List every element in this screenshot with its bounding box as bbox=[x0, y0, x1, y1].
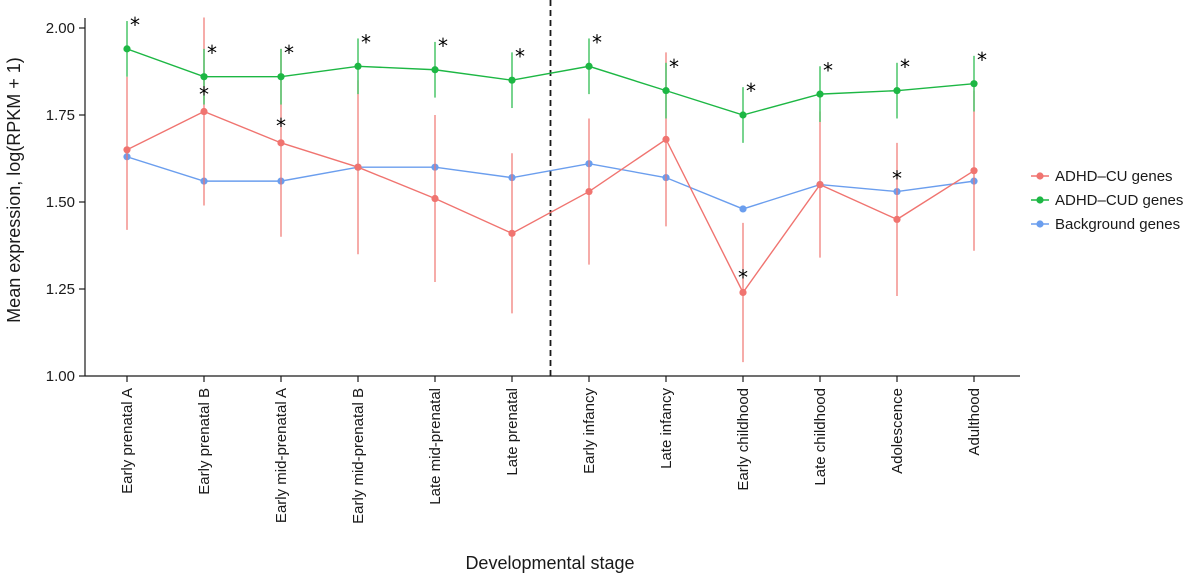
data-point bbox=[739, 205, 747, 213]
x-tick-label: Late infancy bbox=[658, 388, 675, 469]
y-axis-title: Mean expression, log(RPKM + 1) bbox=[4, 57, 24, 323]
data-point bbox=[277, 139, 285, 147]
data-point bbox=[431, 194, 439, 203]
data-point bbox=[123, 146, 131, 154]
data-point bbox=[816, 181, 824, 189]
x-tick-label: Early mid-prenatal A bbox=[273, 388, 290, 523]
legend: ADHD–CU genes ADHD–CUD genes Background ge… bbox=[1031, 168, 1183, 233]
y-axis: 1.00 1.25 1.50 1.75 2.00 bbox=[46, 18, 86, 385]
significance-star: * bbox=[515, 44, 525, 68]
series-line bbox=[126, 110, 975, 294]
data-point bbox=[893, 215, 901, 223]
data-point bbox=[508, 229, 516, 237]
significance-star: * bbox=[823, 58, 833, 82]
series-line bbox=[126, 156, 975, 210]
x-tick-label: Early prenatal B bbox=[196, 388, 213, 495]
significance-star: * bbox=[276, 114, 286, 138]
data-point bbox=[816, 90, 824, 98]
data-point bbox=[354, 62, 362, 70]
data-point bbox=[354, 163, 362, 171]
data-point bbox=[662, 87, 670, 95]
data-point bbox=[200, 107, 208, 116]
legend-label: ADHD–CU genes bbox=[1055, 168, 1173, 185]
significance-star: * bbox=[207, 41, 217, 65]
data-point bbox=[431, 66, 439, 74]
data-point bbox=[200, 73, 208, 81]
y-tick-label: 1.75 bbox=[46, 107, 75, 124]
x-axis-title: Developmental stage bbox=[465, 553, 634, 573]
significance-star: * bbox=[361, 30, 371, 54]
significance-star: * bbox=[738, 265, 748, 289]
significance-star: * bbox=[199, 83, 209, 107]
y-tick-label: 1.00 bbox=[46, 368, 75, 385]
data-point bbox=[970, 167, 978, 175]
significance-star: * bbox=[892, 166, 902, 190]
x-tick-label: Adolescence bbox=[889, 388, 906, 474]
data-point bbox=[277, 73, 285, 81]
x-tick-label: Late mid-prenatal bbox=[427, 388, 444, 505]
data-point bbox=[123, 45, 131, 53]
significance-star: * bbox=[284, 41, 294, 65]
legend-swatch-point bbox=[1036, 220, 1044, 228]
x-tick-label: Early childhood bbox=[735, 388, 752, 491]
series-1 bbox=[123, 21, 978, 143]
significance-star: * bbox=[438, 34, 448, 58]
x-tick-label: Early infancy bbox=[581, 388, 598, 474]
legend-swatch-point bbox=[1036, 196, 1044, 204]
data-point bbox=[893, 87, 901, 95]
x-axis: Early prenatal A Early prenatal B Early mi… bbox=[85, 375, 1020, 524]
legend-swatch-point bbox=[1036, 172, 1044, 180]
x-tick-label: Adulthood bbox=[966, 388, 983, 456]
data-point bbox=[585, 62, 593, 70]
legend-label: Background genes bbox=[1055, 216, 1180, 233]
x-tick-label: Early prenatal A bbox=[119, 388, 136, 494]
data-point bbox=[508, 76, 516, 84]
significance-star: * bbox=[746, 79, 756, 103]
significance-star: * bbox=[592, 30, 602, 54]
data-point bbox=[585, 187, 593, 196]
data-point bbox=[970, 80, 978, 88]
data-point bbox=[739, 288, 747, 297]
data-point bbox=[662, 135, 670, 143]
x-tick-label: Late childhood bbox=[812, 388, 829, 486]
series-line bbox=[126, 48, 975, 116]
significance-star: * bbox=[900, 55, 910, 79]
y-tick-label: 2.00 bbox=[46, 20, 75, 37]
legend-label: ADHD–CUD genes bbox=[1055, 192, 1183, 209]
significance-star: * bbox=[130, 13, 140, 37]
significance-star: * bbox=[669, 55, 679, 79]
x-tick-label: Late prenatal bbox=[504, 388, 521, 476]
significance-star: * bbox=[977, 48, 987, 72]
x-tick-label: Early mid-prenatal B bbox=[350, 388, 367, 524]
data-point bbox=[739, 111, 747, 119]
y-tick-label: 1.25 bbox=[46, 281, 75, 298]
y-tick-label: 1.50 bbox=[46, 194, 75, 211]
